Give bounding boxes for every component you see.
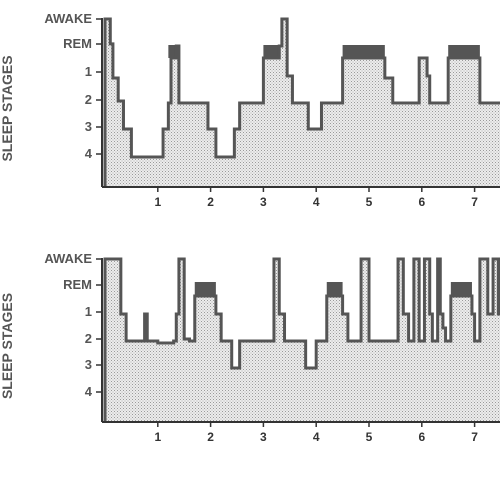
rem-period-bar (342, 45, 385, 58)
y-tick-label: 4 (85, 384, 93, 399)
x-tick-label: 1 (154, 430, 161, 444)
sleep-stage-line (103, 17, 500, 187)
y-tick-label: 2 (85, 92, 92, 107)
y-tick-label: 3 (85, 119, 92, 134)
x-tick-label: 2 (207, 430, 214, 444)
x-tick-label: 4 (313, 430, 320, 444)
x-tick-label: 6 (418, 195, 425, 209)
y-tick-label: REM (63, 277, 92, 292)
y-tick-label: REM (63, 36, 92, 51)
sleep-stage-line (103, 257, 500, 422)
top-hypnogram: AWAKE REM 1 2 3 4 1 2 3 4 5 6 7 SLEEP STAGES (0, 11, 500, 209)
y-tick-label: 2 (85, 331, 92, 346)
y-tick-label: 4 (85, 146, 93, 161)
x-tick-label: 2 (207, 195, 214, 209)
y-tick-label: 1 (85, 304, 92, 319)
x-tick-label: 7 (471, 430, 478, 444)
y-tick-label: 3 (85, 357, 92, 372)
y-axis-title: SLEEP STAGES (0, 293, 15, 399)
x-tick-label: 3 (260, 430, 267, 444)
x-tick-label: 4 (313, 195, 320, 209)
bottom-hypnogram: AWAKE REM 1 2 3 4 1 2 3 4 5 6 7 SLEEP STAGES (0, 251, 500, 444)
rem-period-bar (168, 45, 179, 58)
x-tick-label: 5 (366, 430, 373, 444)
rem-period-bar (450, 282, 472, 295)
y-tick-label: AWAKE (44, 11, 92, 26)
y-tick-label: AWAKE (44, 251, 92, 266)
x-tick-label: 7 (471, 195, 478, 209)
x-tick-label: 5 (366, 195, 373, 209)
rem-period-bar (326, 282, 343, 295)
rem-period-bar (263, 45, 280, 58)
sleep-stage-area (105, 259, 500, 422)
x-tick-label: 6 (418, 430, 425, 444)
x-tick-label: 3 (260, 195, 267, 209)
x-tick-label: 1 (154, 195, 161, 209)
y-axis-title: SLEEP STAGES (0, 55, 15, 161)
rem-period-bar (194, 282, 216, 295)
rem-period-bar (448, 45, 480, 58)
y-tick-label: 1 (85, 64, 92, 79)
